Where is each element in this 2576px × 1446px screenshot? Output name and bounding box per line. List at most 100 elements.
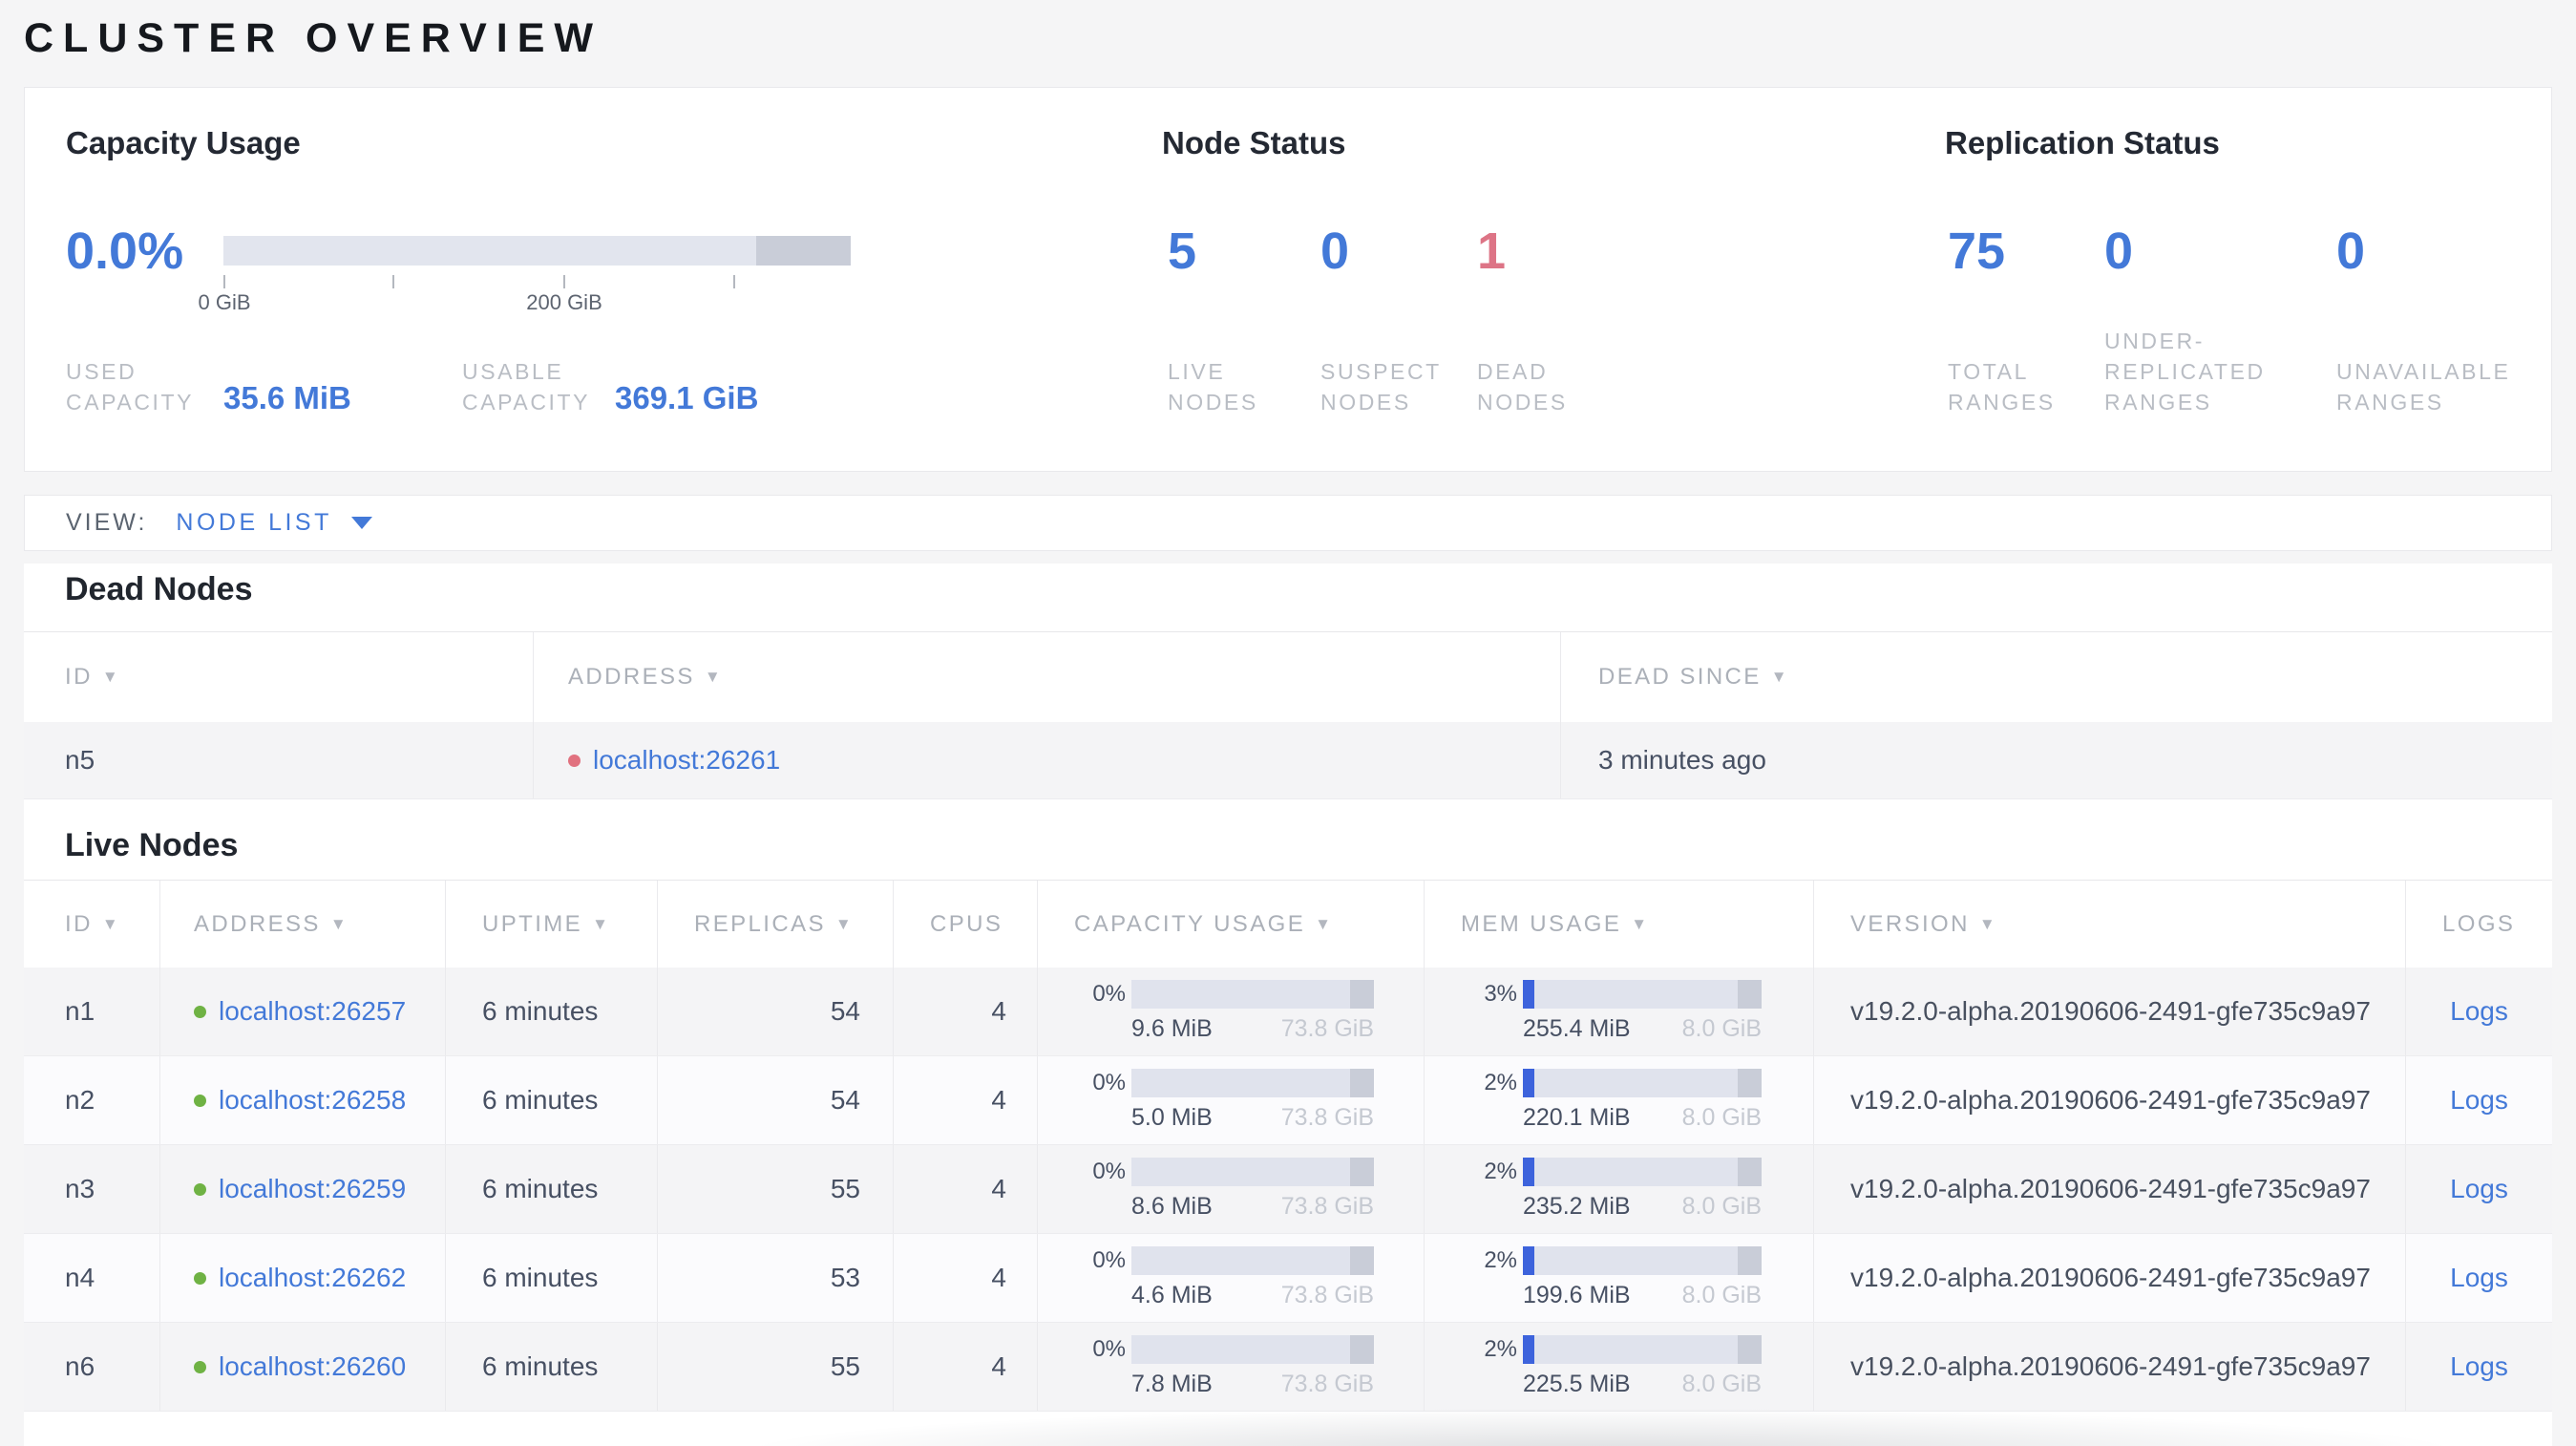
axis-tick <box>733 275 735 288</box>
column-header-address[interactable]: ADDRESS ▼ <box>160 881 446 968</box>
node-uptime-cell: 6 minutes <box>446 1323 658 1411</box>
summary-card: Capacity Usage 0.0% 0 GiB 200 GiB USED C… <box>24 87 2552 472</box>
mem-usage-bar-fill <box>1523 1158 1534 1186</box>
dead-node-address-cell: localhost:26261 <box>534 722 1561 798</box>
column-header-capacity-usage[interactable]: CAPACITY USAGE ▼ <box>1038 881 1425 968</box>
logs-link[interactable]: Logs <box>2450 1263 2508 1292</box>
capacity-usage-bar <box>1131 980 1374 1009</box>
view-dropdown-value: NODE LIST <box>176 509 332 536</box>
logs-link[interactable]: Logs <box>2450 1085 2508 1115</box>
node-logs-cell: Logs <box>2406 1323 2552 1411</box>
node-list-panel: Dead Nodes ID ▼ ADDRESS ▼ DEAD SINCE ▼ <box>24 564 2552 1446</box>
axis-tick <box>392 275 394 288</box>
column-header-id[interactable]: ID ▼ <box>24 881 160 968</box>
column-header-replicas[interactable]: REPLICAS ▼ <box>658 881 894 968</box>
node-capacity-usage-cell: 0% 5.0 MiB 73.8 GiB <box>1038 1056 1425 1144</box>
dead-nodes-title: Dead Nodes <box>65 571 253 607</box>
under-replicated-ranges-label: UNDER-REPLICATED RANGES <box>2104 329 2266 415</box>
sort-arrow-icon: ▼ <box>834 914 855 933</box>
logs-link[interactable]: Logs <box>2450 1351 2508 1381</box>
sort-arrow-icon: ▼ <box>329 914 349 933</box>
node-address-link[interactable]: localhost:26261 <box>593 745 781 775</box>
node-cpus-cell: 4 <box>894 1234 1038 1322</box>
dead-nodes-header-row: ID ▼ ADDRESS ▼ DEAD SINCE ▼ <box>24 631 2552 722</box>
used-capacity-value: 35.6 MiB <box>223 380 351 415</box>
live-status-icon <box>194 1182 206 1196</box>
live-nodes-count: 5 <box>1168 223 1197 280</box>
node-address-cell: localhost:26258 <box>160 1056 446 1144</box>
suspect-nodes-count: 0 <box>1320 223 1350 280</box>
column-header-version[interactable]: VERSION ▼ <box>1814 881 2406 968</box>
mem-usage-bar-fill <box>1523 1069 1534 1097</box>
node-uptime-cell: 6 minutes <box>446 1145 658 1233</box>
sort-arrow-icon: ▼ <box>101 914 121 933</box>
table-row: n2 localhost:26258 6 minutes 54 4 0% <box>24 1056 2552 1145</box>
node-logs-cell: Logs <box>2406 968 2552 1055</box>
column-header-dead-since[interactable]: DEAD SINCE ▼ <box>1598 664 1789 690</box>
axis-tick-label: 200 GiB <box>526 290 602 314</box>
live-status-icon <box>194 1005 206 1018</box>
node-mem-usage-cell: 2% 235.2 MiB 8.0 GiB <box>1425 1145 1814 1233</box>
table-row: n1 localhost:26257 6 minutes 54 4 0% <box>24 968 2552 1056</box>
node-uptime-cell: 6 minutes <box>446 1234 658 1322</box>
view-dropdown[interactable]: NODE LIST <box>176 509 372 537</box>
logs-link[interactable]: Logs <box>2450 996 2508 1026</box>
view-selector-bar: VIEW: NODE LIST <box>24 495 2552 551</box>
node-address-link[interactable]: localhost:26259 <box>219 1174 407 1203</box>
column-header-logs: LOGS <box>2442 910 2516 937</box>
node-address-link[interactable]: localhost:26262 <box>219 1263 407 1292</box>
capacity-usage-bar-end-segment <box>1350 1158 1374 1186</box>
node-id-cell: n6 <box>24 1323 160 1411</box>
mem-usage-bar-end-segment <box>1738 1069 1762 1097</box>
node-replicas-cell: 54 <box>658 1056 894 1144</box>
replication-status-title: Replication Status <box>1945 125 2220 160</box>
dead-node-dead-since-cell: 3 minutes ago <box>1598 745 1766 775</box>
live-status-icon <box>194 1271 206 1285</box>
column-header-uptime[interactable]: UPTIME ▼ <box>446 881 658 968</box>
unavailable-ranges-count: 0 <box>2336 223 2366 280</box>
node-mem-usage-cell: 2% 220.1 MiB 8.0 GiB <box>1425 1056 1814 1144</box>
table-row: n4 localhost:26262 6 minutes 53 4 0% <box>24 1234 2552 1323</box>
total-ranges-count: 75 <box>1948 223 2006 280</box>
node-logs-cell: Logs <box>2406 1145 2552 1233</box>
dead-nodes-count: 1 <box>1477 223 1507 280</box>
column-header-mem-usage[interactable]: MEM USAGE ▼ <box>1425 881 1814 968</box>
axis-tick-label: 0 GiB <box>198 290 251 314</box>
node-id-cell: n1 <box>24 968 160 1055</box>
node-uptime-cell: 6 minutes <box>446 1056 658 1144</box>
node-id-cell: n4 <box>24 1234 160 1322</box>
node-id-cell: n3 <box>24 1145 160 1233</box>
node-cpus-cell: 4 <box>894 1056 1038 1144</box>
logs-link[interactable]: Logs <box>2450 1174 2508 1203</box>
node-logs-cell: Logs <box>2406 1234 2552 1322</box>
node-address-link[interactable]: localhost:26257 <box>219 996 407 1026</box>
mem-usage-bar <box>1523 1158 1762 1186</box>
mem-usage-bar <box>1523 1246 1762 1275</box>
dead-nodes-table: ID ▼ ADDRESS ▼ DEAD SINCE ▼ n5 lo <box>24 631 2552 799</box>
capacity-usage-bar-end-segment <box>1350 1335 1374 1364</box>
node-replicas-cell: 53 <box>658 1234 894 1322</box>
capacity-usage-bar-end-segment <box>1350 980 1374 1009</box>
node-replicas-cell: 54 <box>658 968 894 1055</box>
node-replicas-cell: 55 <box>658 1145 894 1233</box>
dead-nodes-label: DEAD NODES <box>1477 359 1568 415</box>
table-row: n5 localhost:26261 3 minutes ago <box>24 722 2552 799</box>
node-mem-usage-cell: 3% 255.4 MiB 8.0 GiB <box>1425 968 1814 1055</box>
node-version-cell: v19.2.0-alpha.20190606-2491-gfe735c9a97 <box>1814 1323 2406 1411</box>
node-address-link[interactable]: localhost:26260 <box>219 1351 407 1381</box>
mem-usage-bar <box>1523 1069 1762 1097</box>
mem-usage-bar-end-segment <box>1738 1246 1762 1275</box>
sort-arrow-icon: ▼ <box>1978 914 1998 933</box>
dead-status-icon <box>568 754 581 767</box>
node-version-cell: v19.2.0-alpha.20190606-2491-gfe735c9a97 <box>1814 1145 2406 1233</box>
chevron-down-icon <box>350 517 372 529</box>
column-header-cpus[interactable]: CPUS <box>894 881 1038 968</box>
live-nodes-header-row: ID ▼ ADDRESS ▼ UPTIME ▼ REPLICAS ▼ CPUS <box>24 880 2552 968</box>
live-nodes-table: ID ▼ ADDRESS ▼ UPTIME ▼ REPLICAS ▼ CPUS <box>24 880 2552 1412</box>
column-header-address[interactable]: ADDRESS ▼ <box>534 632 1561 722</box>
page-title: CLUSTER OVERVIEW <box>24 15 602 61</box>
node-address-link[interactable]: localhost:26258 <box>219 1085 407 1115</box>
capacity-usage-bar <box>1131 1069 1374 1097</box>
column-header-id[interactable]: ID ▼ <box>24 632 534 722</box>
